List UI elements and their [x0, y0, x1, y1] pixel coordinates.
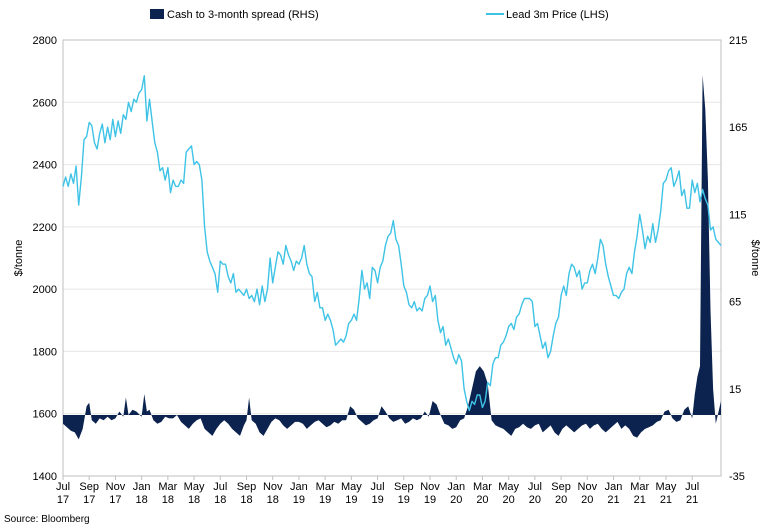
left-tick-label: 2200: [33, 222, 57, 234]
x-tick-year: 17: [57, 494, 69, 506]
x-tick-month: Jan: [133, 481, 151, 493]
x-tick-month: Sep: [79, 481, 99, 493]
series-line-lead-price: [62, 75, 722, 412]
x-tick-month: Mar: [473, 481, 492, 493]
right-tick-label: 165: [729, 122, 747, 134]
left-axis-ticks: 1400 1600 1800 2000 2200 2400 2600 2800: [33, 35, 57, 483]
x-tick-month: Mar: [630, 481, 649, 493]
x-tick-month: May: [656, 481, 677, 493]
x-tick-year: 20: [581, 494, 593, 506]
left-tick-label: 2600: [33, 97, 57, 109]
x-tick-year: 20: [555, 494, 567, 506]
x-tick-month: Jul: [213, 481, 227, 493]
right-tick-label: -35: [729, 471, 745, 483]
x-tick-year: 20: [450, 494, 462, 506]
x-tick-year: 19: [345, 494, 357, 506]
x-tick-month: May: [184, 481, 205, 493]
x-tick-year: 21: [660, 494, 672, 506]
x-tick-year: 17: [109, 494, 121, 506]
x-tick-month: Jan: [447, 481, 465, 493]
x-tick-year: 20: [503, 494, 515, 506]
right-axis-label: $/tonne: [749, 240, 761, 277]
gridlines: [62, 39, 722, 477]
x-tick-year: 20: [476, 494, 488, 506]
right-tick-label: 65: [729, 297, 741, 309]
left-tick-label: 2800: [33, 35, 57, 47]
x-tick-month: Mar: [158, 481, 177, 493]
legend: Cash to 3-month spread (RHS) Lead 3m Pri…: [150, 9, 609, 21]
x-tick-month: Nov: [578, 481, 598, 493]
right-tick-label: 115: [729, 209, 747, 221]
left-tick-label: 1800: [33, 346, 57, 358]
x-tick-year: 17: [83, 494, 95, 506]
x-tick-month: May: [341, 481, 362, 493]
x-tick-month: Jan: [605, 481, 623, 493]
x-tick-month: Jul: [528, 481, 542, 493]
x-tick-year: 19: [424, 494, 436, 506]
x-tick-month: May: [498, 481, 519, 493]
right-tick-label: 15: [729, 384, 741, 396]
source-note: Source: Bloomberg: [4, 514, 90, 525]
x-tick-month: Jul: [56, 481, 70, 493]
x-tick-year: 19: [398, 494, 410, 506]
x-tick-year: 18: [162, 494, 174, 506]
series-area-cash-spread: [63, 74, 721, 440]
left-tick-label: 1400: [33, 471, 57, 483]
x-tick-year: 19: [371, 494, 383, 506]
x-tick-year: 20: [529, 494, 541, 506]
x-tick-month: Mar: [316, 481, 335, 493]
x-tick-month: Nov: [106, 481, 126, 493]
left-tick-label: 2000: [33, 284, 57, 296]
x-tick-month: Nov: [420, 481, 440, 493]
left-tick-label: 1600: [33, 409, 57, 421]
x-tick-year: 18: [188, 494, 200, 506]
right-tick-label: 215: [729, 35, 747, 47]
x-tick-month: Jul: [371, 481, 385, 493]
x-tick-month: Jul: [685, 481, 699, 493]
legend-swatch-cash-spread: [150, 9, 164, 19]
legend-label-cash-spread: Cash to 3-month spread (RHS): [167, 9, 319, 21]
x-tick-year: 18: [240, 494, 252, 506]
x-tick-month: Sep: [237, 481, 257, 493]
x-tick-month: Jan: [290, 481, 308, 493]
plot-frame: [62, 39, 722, 477]
x-tick-year: 21: [607, 494, 619, 506]
x-tick-month: Sep: [551, 481, 571, 493]
legend-label-lead-price: Lead 3m Price (LHS): [506, 9, 609, 21]
x-tick-year: 21: [686, 494, 698, 506]
x-tick-year: 21: [634, 494, 646, 506]
x-axis-ticks: Jul17Sep17Nov17Jan18Mar18May18Jul18Sep18…: [56, 476, 699, 506]
x-tick-year: 18: [267, 494, 279, 506]
left-tick-label: 2400: [33, 160, 57, 172]
left-axis-label: $/tonne: [13, 240, 25, 277]
x-tick-year: 19: [293, 494, 305, 506]
x-tick-year: 18: [214, 494, 226, 506]
x-tick-year: 19: [319, 494, 331, 506]
x-tick-year: 18: [136, 494, 148, 506]
x-tick-month: Nov: [263, 481, 283, 493]
x-tick-month: Sep: [394, 481, 414, 493]
right-axis-ticks: -35 15 65 115 165 215: [729, 35, 747, 483]
